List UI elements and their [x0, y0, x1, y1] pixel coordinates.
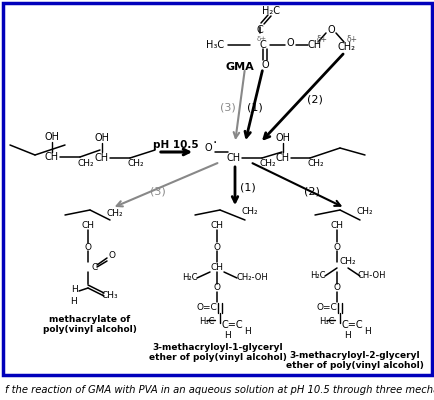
Text: H₃C: H₃C — [205, 40, 224, 50]
Text: O: O — [84, 242, 91, 252]
Text: H: H — [364, 326, 371, 336]
Text: O: O — [286, 38, 293, 48]
Text: CH: CH — [45, 152, 59, 162]
Text: OH: OH — [44, 132, 59, 142]
Text: CH₂: CH₂ — [128, 160, 144, 168]
Text: (1): (1) — [240, 183, 255, 193]
Text: CH: CH — [227, 153, 240, 163]
Text: OH: OH — [94, 133, 109, 143]
Text: H₂C: H₂C — [261, 6, 279, 16]
Text: CH₂: CH₂ — [337, 42, 355, 52]
Text: C: C — [92, 262, 98, 272]
Text: (2): (2) — [306, 95, 322, 105]
Text: H: H — [344, 330, 351, 340]
Text: CH₂: CH₂ — [106, 208, 123, 218]
Text: ether of poly(vinyl alcohol): ether of poly(vinyl alcohol) — [286, 360, 423, 370]
Text: O: O — [213, 284, 220, 292]
Text: CH₃: CH₃ — [102, 290, 118, 300]
Text: O: O — [326, 25, 334, 35]
Text: δ+: δ+ — [256, 36, 266, 42]
Text: CH₂: CH₂ — [307, 160, 324, 168]
Text: (3): (3) — [150, 187, 165, 197]
Text: (1): (1) — [247, 103, 262, 113]
Text: CH: CH — [81, 220, 94, 230]
Text: CH₂: CH₂ — [356, 208, 372, 216]
Text: CH₂: CH₂ — [241, 208, 258, 216]
Text: CH₂: CH₂ — [339, 258, 355, 266]
Text: C: C — [256, 25, 263, 35]
Text: O: O — [213, 242, 220, 252]
Text: C: C — [260, 40, 266, 50]
Text: O: O — [204, 143, 211, 153]
Text: C=C: C=C — [220, 320, 242, 330]
Text: CH₂-OH: CH₂-OH — [236, 274, 267, 282]
Text: O=C: O=C — [196, 302, 217, 312]
Text: H: H — [244, 326, 251, 336]
Text: 3-methacryloyl-1-glyceryl: 3-methacryloyl-1-glyceryl — [152, 344, 283, 352]
Text: GMA: GMA — [225, 62, 254, 72]
Text: O: O — [108, 250, 115, 260]
Text: CH: CH — [210, 220, 223, 230]
Text: CH₂: CH₂ — [259, 160, 276, 168]
Text: 3-methacryloyl-2-glyceryl: 3-methacryloyl-2-glyceryl — [289, 350, 419, 360]
Text: CH₂: CH₂ — [78, 158, 94, 168]
Text: H₃C: H₃C — [319, 318, 334, 326]
Text: H: H — [70, 298, 77, 306]
Text: (3): (3) — [220, 103, 235, 113]
Text: O: O — [333, 242, 340, 252]
Text: H: H — [72, 284, 78, 294]
Text: δ+: δ+ — [316, 36, 327, 44]
Text: O: O — [260, 60, 268, 70]
Text: O: O — [333, 284, 340, 292]
Text: pH 10.5: pH 10.5 — [153, 140, 198, 150]
Text: O=C: O=C — [316, 302, 337, 312]
Text: H: H — [224, 330, 231, 340]
Text: methacrylate of: methacrylate of — [49, 316, 130, 324]
Text: ·: · — [212, 136, 217, 150]
Text: CH: CH — [307, 40, 321, 50]
Text: f the reaction of GMA with PVA in an aqueous solution at pH 10.5 through three m: f the reaction of GMA with PVA in an aqu… — [5, 385, 434, 395]
Text: CH-OH: CH-OH — [357, 272, 385, 280]
Text: (2): (2) — [303, 187, 319, 197]
Text: δ+: δ+ — [346, 36, 357, 44]
Text: CH: CH — [95, 153, 109, 163]
Text: ether of poly(vinyl alcohol): ether of poly(vinyl alcohol) — [149, 354, 286, 362]
Text: OH: OH — [275, 133, 290, 143]
Text: C=C: C=C — [340, 320, 362, 330]
Text: poly(vinyl alcohol): poly(vinyl alcohol) — [43, 326, 137, 334]
Text: CH: CH — [330, 220, 343, 230]
Text: CH: CH — [275, 153, 289, 163]
Text: H₂C: H₂C — [182, 274, 197, 282]
Text: CH: CH — [210, 262, 223, 272]
Text: H₃C: H₃C — [199, 318, 214, 326]
Text: H₂C: H₂C — [309, 272, 325, 280]
